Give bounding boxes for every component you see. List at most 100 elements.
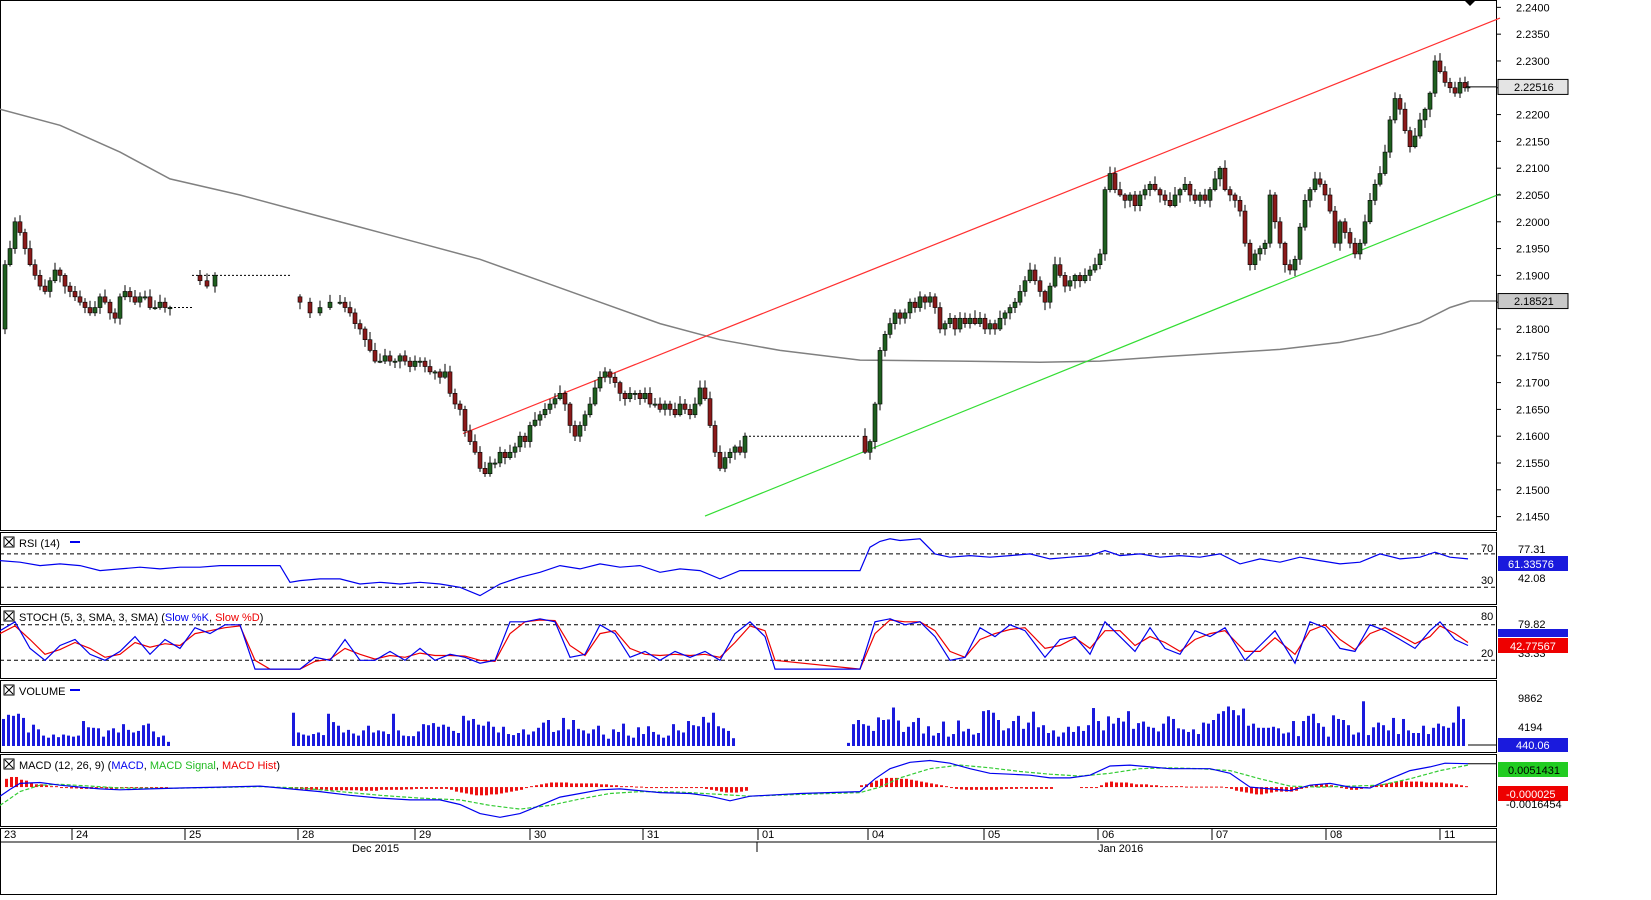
volume-bar — [472, 718, 475, 746]
volume-bar — [387, 734, 390, 746]
volume-bar — [962, 731, 965, 746]
volume-bar — [1007, 728, 1010, 746]
bear-candle — [932, 296, 938, 308]
stoch-d-flag — [1498, 638, 1568, 653]
volume-bar — [42, 735, 45, 746]
volume-bar — [1417, 733, 1420, 746]
rsi-value-label: 61.33576 — [1508, 559, 1554, 571]
volume-bar — [587, 733, 590, 746]
volume-bar — [1072, 731, 1075, 746]
volume-bar — [902, 731, 905, 746]
volume-bar — [867, 725, 870, 746]
volume-bar — [657, 734, 660, 746]
volume-bar — [887, 719, 890, 746]
macd-hist-bar — [710, 787, 713, 790]
volume-bar — [417, 731, 420, 746]
macd-hist-bar — [630, 786, 633, 788]
volume-bar — [342, 732, 345, 746]
bear-candle — [1407, 130, 1413, 148]
bear-candle — [617, 382, 623, 394]
macd-hist-bar — [1010, 787, 1013, 789]
bull-candle — [662, 403, 668, 410]
macd-hist-bar — [945, 786, 948, 788]
macd-hist-bar — [895, 777, 898, 788]
bear-candle — [1352, 242, 1358, 255]
macd-hist-bar — [1120, 782, 1123, 788]
macd-hist-bar — [1085, 787, 1088, 789]
bull-candle — [1082, 275, 1088, 282]
macd-hist-bar — [155, 787, 158, 789]
macd-hist-bar — [685, 787, 688, 789]
volume-bar — [447, 726, 450, 746]
volume-bar — [977, 733, 980, 746]
macd-hist-bar — [1160, 786, 1163, 788]
bull-candle — [337, 301, 343, 304]
volume-bar — [917, 717, 920, 746]
macd-hist-bar — [730, 787, 733, 793]
volume-bar — [482, 725, 485, 746]
macd-hist-bar — [420, 787, 423, 789]
macd-hist-bar — [490, 787, 493, 795]
macd-hist-bar — [1285, 787, 1288, 792]
volume-bar — [922, 733, 925, 746]
macd-legend-signal: MACD Signal — [150, 760, 216, 772]
volume-bar — [1312, 713, 1315, 746]
macd-hist-bar — [580, 783, 583, 788]
bull-candle — [1007, 307, 1013, 314]
bull-candle — [92, 307, 98, 314]
bull-candle — [487, 462, 493, 475]
scroll-marker-icon[interactable] — [1464, 0, 1476, 6]
volume-bar — [352, 733, 355, 746]
macd-hist-bar — [1385, 783, 1388, 788]
volume-bar — [7, 714, 10, 746]
volume-bar — [137, 730, 140, 746]
price-tick-label: 2.1450 — [1516, 512, 1550, 524]
bull-candle — [1052, 264, 1058, 287]
volume-bar — [1217, 713, 1220, 746]
macd-hist-bar — [1115, 782, 1118, 788]
macd-hist-bar — [1130, 783, 1133, 788]
volume-tick-upper: 9862 — [1518, 693, 1542, 705]
volume-bar — [87, 727, 90, 746]
bear-candle — [522, 435, 528, 442]
bear-candle — [1202, 194, 1208, 201]
bull-candle — [677, 403, 683, 416]
bear-candle — [162, 301, 168, 308]
volume-bar — [1272, 726, 1275, 746]
macd-hist-bar — [680, 787, 683, 789]
macd-legend-macd: MACD — [111, 760, 143, 772]
bull-candle — [1257, 248, 1263, 255]
macd-hist-bar — [1135, 784, 1138, 788]
macd-hist-bar — [985, 787, 988, 790]
macd-hist-bar — [1435, 782, 1438, 788]
macd-hist-bar — [1000, 787, 1003, 790]
bull-candle — [1017, 291, 1023, 303]
macd-hist-bar — [575, 783, 578, 788]
macd-hist-bar — [930, 783, 933, 788]
macd-hist-bar — [965, 787, 968, 790]
volume-bar — [942, 721, 945, 746]
bear-candle — [1442, 71, 1448, 83]
bear-candle — [1447, 82, 1453, 89]
bear-candle — [1317, 178, 1323, 185]
volume-bar — [682, 732, 685, 746]
volume-bar — [562, 717, 565, 746]
macd-legend-hist: MACD Hist — [222, 760, 276, 772]
volume-bar — [1412, 733, 1415, 746]
volume-bar — [637, 727, 640, 746]
bull-candle — [7, 248, 13, 265]
bull-candle — [947, 317, 953, 324]
volume-bar — [642, 734, 645, 746]
macd-hist-bar — [1440, 782, 1443, 788]
bear-candle — [1037, 280, 1043, 292]
day-label: 28 — [302, 829, 314, 841]
volume-bar — [547, 720, 550, 746]
bear-candle — [707, 398, 713, 426]
bear-candle — [1032, 269, 1038, 282]
macd-hist-bar — [1045, 787, 1048, 789]
volume-bar — [1252, 723, 1255, 746]
volume-bar — [912, 722, 915, 746]
bull-candle — [1137, 194, 1143, 206]
bear-candle — [1132, 194, 1138, 206]
